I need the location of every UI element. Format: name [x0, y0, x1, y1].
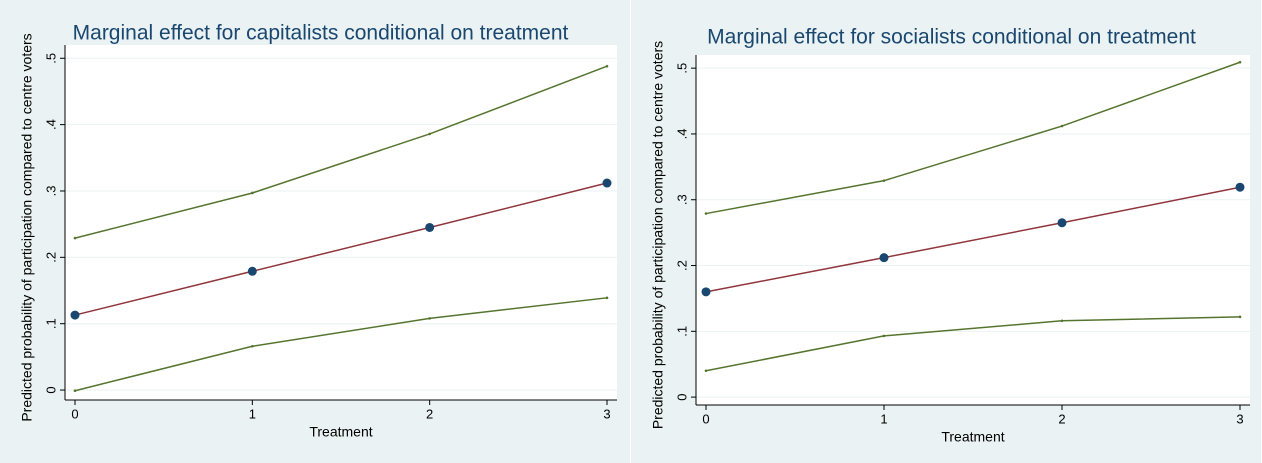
- y-tick-label: .1: [43, 318, 58, 329]
- y-tick-label: .1: [674, 326, 689, 337]
- marker: [602, 178, 612, 188]
- y-tick-label: .2: [43, 252, 58, 263]
- x-tick-label: 3: [1236, 411, 1243, 426]
- x-tick-label: 3: [603, 406, 610, 421]
- point: [882, 179, 886, 182]
- point: [1060, 319, 1064, 323]
- y-tick-label: .4: [43, 119, 58, 130]
- x-tick-label: 0: [702, 411, 709, 426]
- plot-area: [65, 45, 617, 400]
- series-line: [74, 297, 608, 392]
- series-line: [705, 186, 1241, 293]
- point: [1060, 124, 1064, 128]
- point: [704, 369, 708, 373]
- point: [605, 296, 609, 300]
- point: [251, 344, 254, 348]
- x-tick-label: 2: [426, 406, 433, 421]
- point: [428, 132, 431, 136]
- marker: [701, 287, 711, 297]
- marker: [247, 266, 257, 276]
- y-tick-label: .4: [674, 129, 689, 140]
- y-tick-label: 0: [43, 386, 58, 393]
- series-line: [74, 65, 608, 239]
- y-tick-label: .5: [674, 63, 689, 74]
- y-tick-label: .3: [43, 186, 58, 197]
- x-axis-label: Treatment: [941, 429, 1004, 445]
- x-tick-label: 2: [1058, 411, 1065, 426]
- point: [1238, 315, 1242, 319]
- x-tick-label: 0: [71, 406, 78, 421]
- series-line: [705, 61, 1241, 215]
- y-tick-label: .3: [674, 194, 689, 205]
- point: [1238, 60, 1242, 64]
- plot-area: [696, 55, 1250, 405]
- point: [704, 212, 708, 215]
- marker: [1057, 218, 1067, 228]
- marker: [70, 310, 80, 320]
- series-line: [705, 316, 1241, 372]
- chart-title: Marginal effect for socialists condition…: [707, 26, 1196, 49]
- x-tick-label: 1: [880, 411, 887, 426]
- point: [73, 389, 77, 393]
- y-tick-label: .5: [43, 53, 58, 64]
- y-tick-label: 0: [674, 393, 689, 400]
- x-axis-label: Treatment: [309, 424, 372, 440]
- x-tick-label: 1: [249, 406, 256, 421]
- marker: [1235, 182, 1245, 192]
- point: [73, 236, 77, 240]
- marker: [425, 222, 435, 232]
- point: [882, 334, 886, 338]
- y-axis-label: Predicted probability of participation c…: [19, 33, 35, 421]
- marker: [879, 253, 889, 263]
- series-line: [74, 182, 608, 316]
- point: [428, 317, 431, 320]
- point: [605, 64, 609, 68]
- y-tick-label: .2: [674, 260, 689, 271]
- y-axis-label: Predicted probability of participation c…: [650, 41, 666, 429]
- chart-title: Marginal effect for capitalists conditio…: [73, 22, 569, 45]
- point: [251, 191, 254, 195]
